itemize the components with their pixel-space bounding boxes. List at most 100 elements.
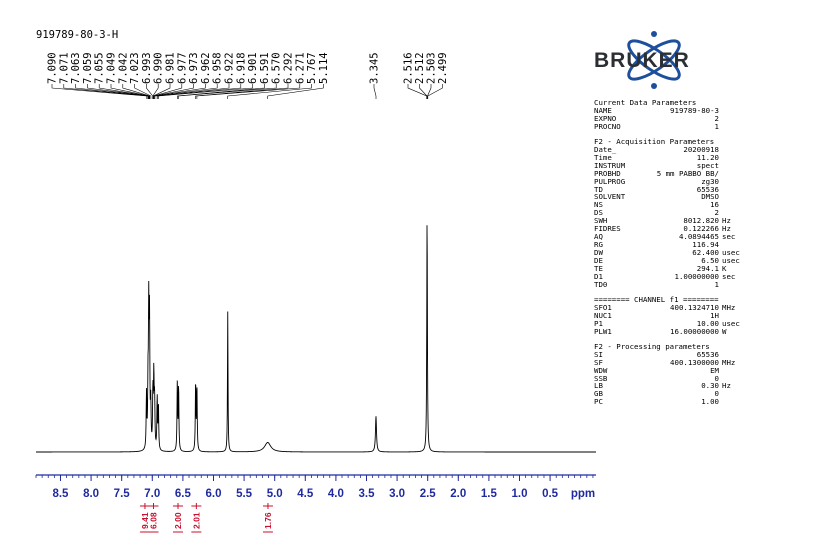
param-value: 1.00000000 (674, 272, 720, 282)
peak-label: 6.973 (188, 52, 200, 84)
param-key: SFO1 (594, 302, 612, 312)
peak-label: 7.042 (117, 52, 129, 84)
param-key: DW (594, 248, 603, 258)
param-row: Date_ 20200918 (594, 145, 744, 154)
param-row: NAME 919789-80-3 (594, 107, 744, 115)
param-value: 1 (714, 121, 719, 131)
param-value: 11.20 (696, 152, 719, 162)
peak-label: 6.962 (200, 52, 212, 84)
axis-tick-label: 1.5 (481, 488, 498, 500)
param-key: PC (594, 397, 603, 407)
param-value: 62.400 (692, 248, 719, 258)
param-row: PROCNO 1 (594, 121, 744, 131)
peak-label: 6.292 (283, 52, 295, 84)
param-unit (719, 154, 744, 162)
peak-label: 5.767 (306, 52, 318, 84)
peak-label: 7.055 (94, 52, 106, 84)
param-value: 400.1300000 (670, 357, 719, 367)
param-key: PLW1 (594, 326, 612, 336)
param-value: DMSO (701, 192, 719, 202)
axis-tick-label: 2.5 (420, 488, 437, 500)
axis-tick-label: 0.5 (542, 488, 559, 500)
peak-label-connector (157, 84, 242, 99)
peak-label-connector (134, 84, 152, 99)
param-value: 294.1 (696, 264, 719, 274)
param-value: spect (696, 160, 719, 170)
param-row: NUC1 1H (594, 310, 744, 320)
param-value: 5 mm PABBO BB/ (656, 168, 719, 178)
param-row: D1 1.00000000 sec (594, 273, 744, 281)
peak-label-connector (110, 84, 150, 99)
param-value: 6.50 (701, 256, 719, 266)
peak-label-connector (63, 84, 149, 99)
param-value: 2 (714, 208, 719, 218)
peak-label-connector (407, 84, 427, 99)
param-key: FIDRES (594, 224, 621, 234)
axis-tick-label: 5.5 (236, 488, 253, 500)
bruker-logo-text: BRUKER (594, 49, 690, 72)
peak-label: 2.512 (414, 52, 426, 84)
param-unit: sec (722, 232, 736, 242)
param-key: WDW (594, 365, 608, 375)
param-row: SF 400.1300000 MHz (594, 357, 744, 367)
peak-label: 6.977 (176, 52, 188, 84)
param-key: NUC1 (594, 310, 612, 320)
param-unit (719, 146, 744, 154)
param-key: DE (594, 256, 603, 266)
peak-label-connector (373, 84, 377, 99)
axis-tick-label: 7.0 (144, 488, 160, 500)
peak-label: 7.059 (82, 52, 94, 84)
param-row: TD0 1 (594, 281, 744, 289)
param-unit: K (722, 264, 727, 274)
param-value: 65536 (696, 184, 719, 194)
param-key: Time (594, 152, 612, 162)
peak-label: 5.114 (318, 52, 330, 84)
param-value: 8012.820 (683, 216, 719, 226)
peak-label-connector (177, 84, 265, 99)
integral-value: 6.08 (149, 512, 159, 529)
param-unit: Hz (722, 381, 731, 391)
param-key: D1 (594, 272, 603, 282)
peak-label: 7.023 (129, 52, 141, 84)
peak-label: 3.345 (369, 52, 381, 84)
param-section-title: F2 - Processing parameters (594, 341, 710, 351)
param-key: SF (594, 357, 603, 367)
axis-tick-label: 8.0 (83, 488, 99, 500)
param-row: PC 1.00 (594, 398, 744, 406)
param-key: NS (594, 200, 603, 210)
integral-value: 1.76 (263, 512, 273, 529)
axis-tick-label: 1.0 (511, 488, 527, 500)
param-unit: MHz (722, 357, 736, 367)
peak-label: 6.981 (165, 52, 177, 84)
param-row: FIDRES 0.122266 Hz (594, 225, 744, 233)
param-row: SI 65536 (594, 350, 744, 359)
param-row: P1 10.00 usec (594, 318, 744, 328)
param-value: 1H (710, 310, 719, 320)
param-key: SWH (594, 216, 608, 226)
integral-value: 2.01 (191, 512, 201, 529)
param-section-title: F2 - Acquisition Parameters (594, 136, 715, 146)
param-value: 1.00 (701, 397, 719, 407)
peak-label-connector (267, 84, 324, 99)
param-unit: usec (722, 256, 740, 266)
param-row: WDW EM (594, 365, 744, 375)
param-key: AQ (594, 232, 603, 242)
param-row: EXPNO 2 (594, 113, 744, 123)
axis-tick-label: 3.0 (389, 488, 405, 500)
peak-label-connector (98, 84, 150, 99)
param-unit: usec (722, 318, 740, 328)
param-value: 16 (710, 200, 719, 210)
param-unit: MHz (722, 302, 736, 312)
peak-label-connector (156, 84, 230, 99)
integral-value: 9.41 (140, 512, 150, 529)
param-unit (719, 162, 744, 170)
param-key: DS (594, 208, 603, 218)
param-key: TD (594, 184, 603, 194)
param-unit (719, 193, 744, 201)
param-row: DS 2 (594, 209, 744, 217)
param-key: EXPNO (594, 113, 617, 123)
integral-value: 2.00 (173, 512, 183, 529)
param-value: 0.122266 (683, 224, 719, 234)
peak-label: 6.570 (271, 52, 283, 84)
param-unit: usec (722, 248, 740, 258)
